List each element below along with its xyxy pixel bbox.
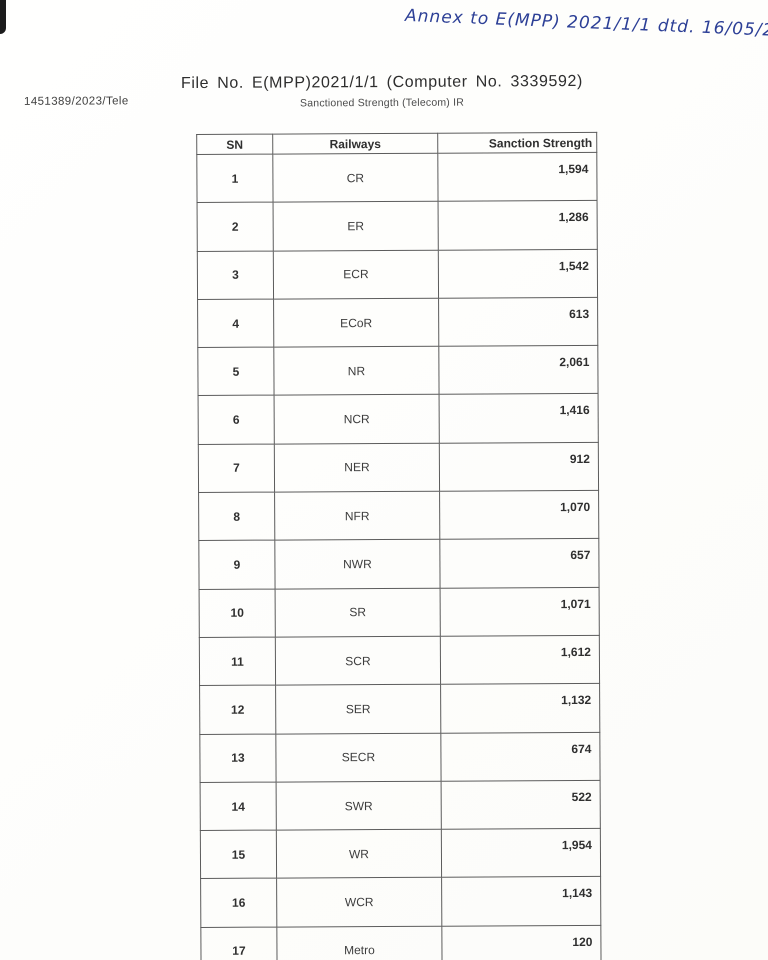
sn-cell: 15 [200,830,277,879]
table-row: 2 ER 1,286 [197,200,598,252]
railway-cell: ER [273,201,439,251]
strength-cell: 613 [438,297,598,347]
strength-cell: 657 [439,538,600,588]
table-row: 10 SR 1,071 [199,587,600,638]
strength-cell: 1,286 [438,200,598,250]
table-row: 4 ECoR 613 [197,297,598,348]
sn-cell: 7 [198,443,275,493]
sn-cell: 5 [197,347,275,396]
table-row: 8 NFR 1,070 [198,490,599,541]
sn-cell: 17 [200,926,278,960]
strength-cell: 912 [439,442,599,492]
table-row: 6 NCR 1,416 [198,393,599,445]
table-row: 13 SECR 674 [199,731,601,783]
column-header-strength: Sanction Strength [437,132,597,154]
sn-cell: 2 [197,202,274,252]
railway-cell: Metro [276,925,443,960]
railway-cell: SWR [276,781,442,831]
strength-cell: 1,542 [438,248,598,299]
strength-cell: 1,594 [437,152,598,202]
table-row: 1 CR 1,594 [196,152,598,203]
table-row: 17 Metro 120 [200,925,602,960]
table-row: 14 SWR 522 [200,780,601,831]
table-row: 16 WCR 1,143 [200,876,601,928]
table-row: 15 WR 1,954 [200,828,601,879]
sn-cell: 12 [199,685,276,735]
strength-cell: 1,954 [441,828,601,878]
strength-cell: 2,061 [438,345,599,395]
sn-cell: 3 [197,250,274,300]
scan-corner-artifact [0,0,6,34]
railway-cell: NFR [274,491,440,541]
strength-cell: 1,132 [440,683,600,733]
column-header-railways: Railways [272,133,438,155]
table-row: 12 SER 1,132 [199,683,600,735]
column-header-sn: SN [196,134,273,155]
sn-cell: 16 [200,878,277,928]
sn-cell: 8 [198,492,275,541]
table-row: 3 ECR 1,542 [197,248,598,300]
strength-cell: 1,071 [440,587,600,637]
railway-cell: CR [272,153,439,203]
table-row: 5 NR 2,061 [197,345,599,396]
strength-cell: 1,143 [441,876,601,926]
railway-cell: ECoR [273,298,439,348]
railway-cell: SECR [275,732,442,782]
sn-cell: 14 [200,781,277,831]
file-number-title: File No. E(MPP)2021/1/1 (Computer No. 33… [180,72,583,93]
sanctioned-strength-table: SN Railways Sanction Strength 1 CR 1,594… [196,132,602,960]
table-header: SN Railways Sanction Strength [196,132,597,155]
table-row: 9 NWR 657 [198,538,600,590]
railway-cell: NWR [274,539,441,589]
sn-cell: 9 [198,540,276,590]
railway-cell: NR [273,346,440,396]
sn-cell: 13 [199,733,277,783]
strength-cell: 1,612 [440,635,600,685]
sn-cell: 11 [199,637,276,686]
table-row: 7 NER 912 [198,442,599,493]
railway-cell: NER [274,442,440,493]
strength-cell: 1,070 [439,490,599,540]
table-body: 1 CR 1,594 2 ER 1,286 3 ECR 1,542 4 ECoR… [196,152,602,960]
railway-cell: SR [275,587,441,638]
reference-number: 1451389/2023/Tele [23,95,129,108]
sn-cell: 1 [196,154,274,203]
strength-cell: 674 [440,731,601,782]
sn-cell: 4 [197,298,274,348]
strength-cell: 1,416 [439,393,599,443]
railway-cell: SER [275,684,441,734]
railway-cell: WR [276,829,442,879]
strength-cell: 120 [441,925,602,960]
railway-cell: WCR [276,877,442,927]
strength-cell: 522 [441,780,601,830]
handwritten-annotation: Annex to E(MPP) 2021/1/1 dtd. 16/05/23 [404,5,768,42]
sn-cell: 6 [198,395,275,445]
sn-cell: 10 [199,588,276,638]
table-row: 11 SCR 1,612 [199,635,600,686]
railway-cell: NCR [274,394,440,444]
railway-cell: SCR [275,636,441,686]
railway-cell: ECR [273,249,439,299]
